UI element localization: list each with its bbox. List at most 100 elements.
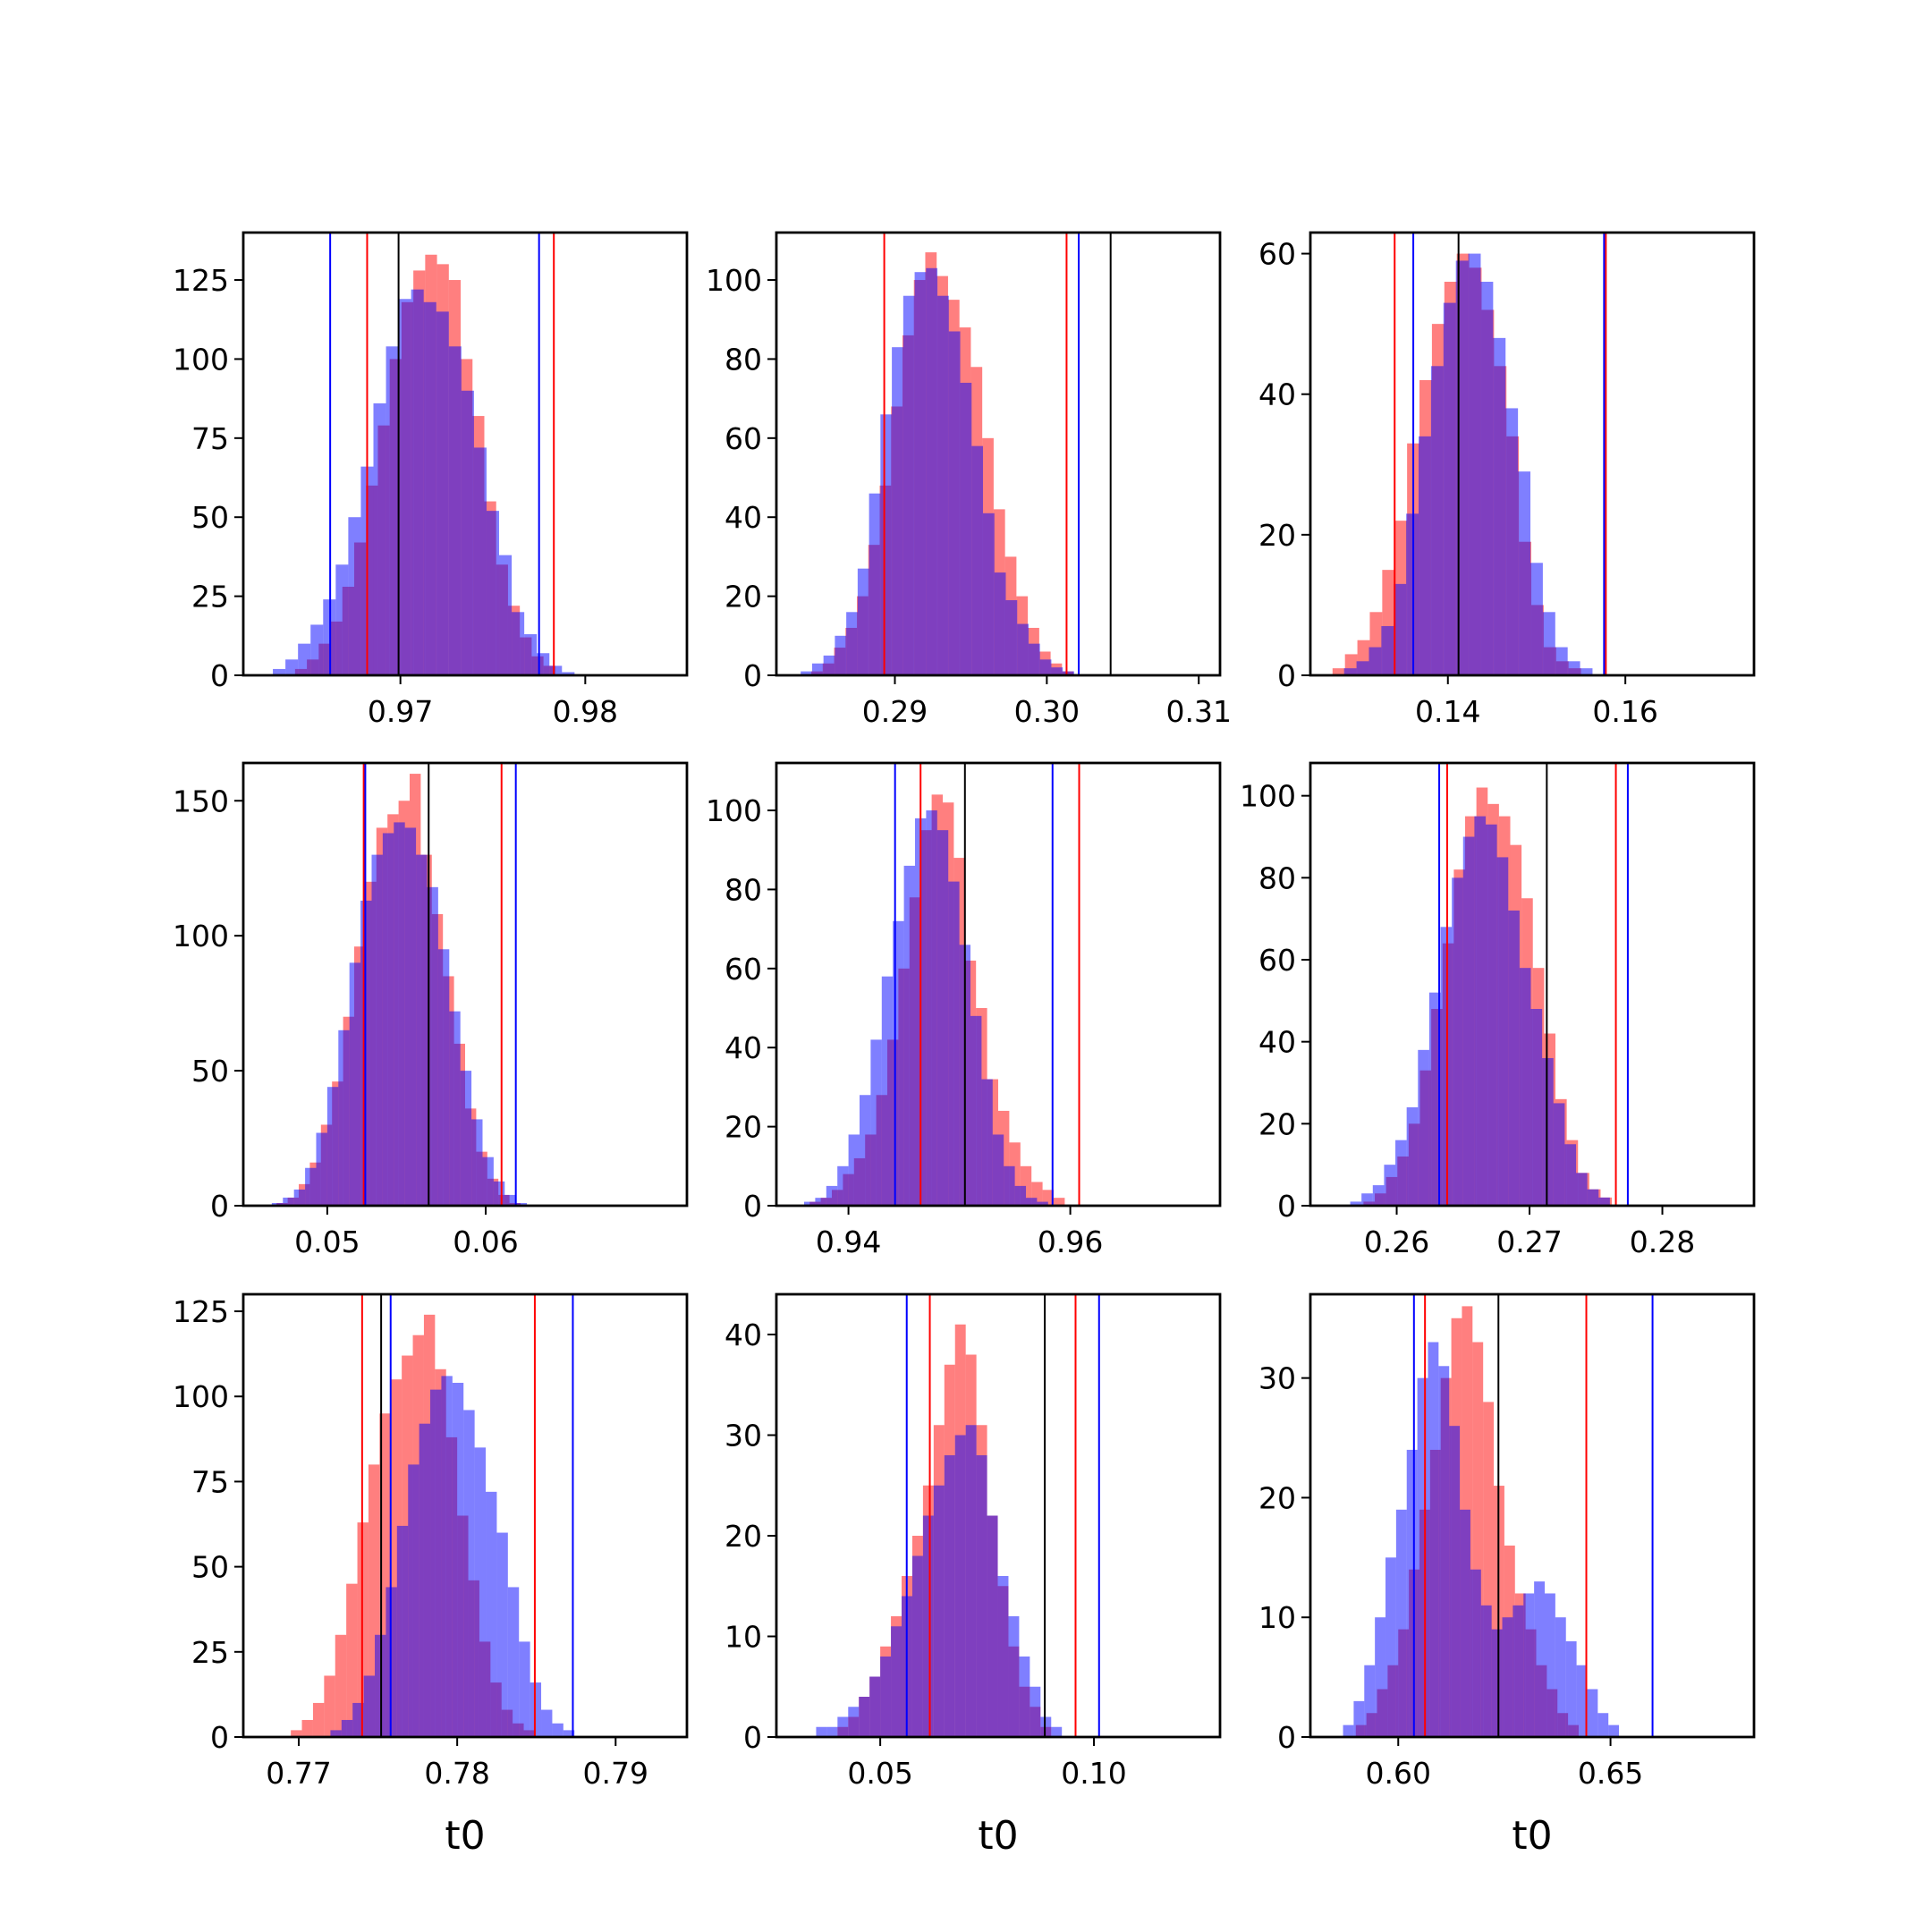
blue-histogram-bar — [1356, 661, 1369, 675]
x-tick-label: 0.16 — [1592, 694, 1657, 729]
blue-histogram-bar — [371, 854, 383, 1206]
red-histogram-bar — [346, 1583, 358, 1737]
y-tick-label: 10 — [1258, 1600, 1296, 1635]
blue-histogram-bar — [1343, 668, 1357, 675]
blue-histogram-bar — [1505, 408, 1519, 675]
blue-histogram-bar — [1419, 436, 1431, 675]
y-tick-label: 60 — [724, 421, 762, 456]
blue-histogram-bar — [338, 1030, 350, 1206]
blue-histogram-bar — [285, 659, 299, 675]
blue-histogram-bar — [1381, 626, 1394, 675]
blue-histogram-bar — [1598, 1197, 1610, 1206]
blue-histogram-bar — [936, 830, 949, 1206]
blue-histogram-bar — [1040, 1716, 1052, 1737]
blue-histogram-bar — [552, 1723, 564, 1737]
blue-histogram-bar — [816, 1726, 827, 1737]
histogram-panel-9: 0.60 0.65 0 10 20 30 t0 — [1258, 1292, 1756, 1859]
blue-histogram-bar — [1608, 1724, 1620, 1737]
blue-histogram-bar — [846, 612, 858, 675]
blue-histogram-bar — [1534, 1581, 1546, 1737]
blue-histogram-bar — [1491, 1629, 1503, 1737]
blue-histogram-bar — [1014, 1185, 1026, 1206]
blue-histogram-bar — [1375, 1617, 1386, 1737]
y-tick-label: 100 — [706, 263, 762, 298]
blue-histogram-bar — [1587, 1689, 1598, 1737]
blue-histogram-bar — [944, 1455, 955, 1737]
blue-histogram-bar — [869, 1676, 881, 1737]
blue-histogram-bar — [1438, 1366, 1450, 1737]
axes-frame — [775, 761, 1222, 1208]
blue-histogram-bar — [1567, 661, 1580, 675]
blue-histogram-bar — [430, 1389, 442, 1737]
blue-histogram-bar — [971, 445, 984, 675]
blue-histogram-bar — [1542, 1058, 1554, 1206]
y-tick-label: 100 — [706, 793, 762, 828]
x-axis-title: t0 — [1512, 1813, 1552, 1859]
blue-histogram-bar — [394, 822, 405, 1206]
axes-frame — [1309, 761, 1756, 1208]
y-tick-label: 0 — [210, 658, 229, 693]
histogram-panel-6: 0.26 0.27 0.28 0 20 40 60 80 100 — [1240, 761, 1756, 1259]
blue-histogram-bar — [474, 1447, 487, 1737]
blue-histogram-bar — [983, 513, 995, 675]
y-tick-label: 125 — [173, 1294, 229, 1329]
blue-histogram-bar — [419, 1423, 431, 1737]
blue-histogram-bar — [1508, 911, 1520, 1206]
blue-histogram-bar — [541, 1709, 553, 1737]
x-tick-label: 0.05 — [294, 1224, 360, 1259]
y-tick-label: 75 — [191, 1464, 229, 1499]
histogram-panel-3: 0.14 0.16 0 20 40 60 — [1258, 231, 1756, 729]
blue-histogram-bar — [1519, 968, 1531, 1206]
y-tick-label: 50 — [191, 1550, 229, 1585]
blue-histogram-bar — [349, 962, 361, 1206]
blue-histogram-bar — [1468, 253, 1481, 675]
y-tick-label: 40 — [724, 1030, 762, 1065]
x-tick-label: 0.05 — [847, 1756, 912, 1791]
blue-histogram-bar — [1004, 1165, 1015, 1206]
blue-histogram-bar — [524, 634, 538, 675]
blue-histogram-bar — [881, 976, 894, 1206]
blue-histogram-bar — [416, 854, 428, 1206]
blue-histogram-bar — [823, 655, 835, 675]
blue-histogram-bar — [271, 1202, 284, 1206]
y-tick-label: 80 — [724, 342, 762, 377]
blue-histogram-bar — [382, 833, 394, 1206]
blue-histogram-bar — [1474, 816, 1487, 1206]
blue-histogram-bar — [549, 665, 563, 675]
blue-histogram-bar — [926, 267, 938, 675]
blue-histogram-bar — [1518, 471, 1531, 675]
red-histogram-bar — [291, 1730, 302, 1737]
axes-frame — [775, 1292, 1222, 1739]
blue-histogram-bar — [1364, 1665, 1376, 1737]
blue-histogram-bar — [1384, 1165, 1396, 1206]
y-tick-label: 25 — [191, 1635, 229, 1670]
blue-histogram-bar — [1372, 1185, 1385, 1206]
blue-histogram-bar — [1063, 671, 1074, 675]
blue-histogram-bar — [826, 1185, 838, 1206]
blue-histogram-bar — [1051, 667, 1063, 675]
x-tick-label: 0.29 — [862, 694, 928, 729]
x-tick-label: 0.10 — [1061, 1756, 1126, 1791]
blue-histogram-bar — [496, 1532, 508, 1737]
blue-histogram-bar — [801, 671, 812, 675]
blue-histogram-bar — [512, 612, 525, 675]
blue-histogram-bar — [826, 1726, 838, 1737]
blue-histogram-bar — [1008, 1616, 1020, 1737]
y-tick-label: 0 — [1277, 658, 1296, 693]
y-tick-label: 50 — [191, 1054, 229, 1089]
blue-histogram-bar — [1361, 1193, 1373, 1206]
blue-histogram-bar — [460, 1071, 472, 1206]
blue-histogram-bar — [398, 299, 411, 675]
blue-histogram-bar — [892, 347, 903, 675]
y-tick-label: 60 — [1258, 943, 1296, 978]
x-tick-label: 0.78 — [424, 1756, 489, 1791]
x-tick-label: 0.31 — [1165, 694, 1231, 729]
blue-histogram-bar — [1553, 1103, 1565, 1206]
blue-histogram-bar — [563, 1730, 575, 1737]
blue-histogram-bar — [1028, 643, 1040, 675]
blue-histogram-bar — [960, 382, 972, 675]
blue-histogram-bar — [283, 1197, 294, 1206]
blue-histogram-bar — [436, 311, 449, 675]
red-histogram-bar — [1332, 668, 1345, 675]
axes-frame — [775, 231, 1222, 677]
